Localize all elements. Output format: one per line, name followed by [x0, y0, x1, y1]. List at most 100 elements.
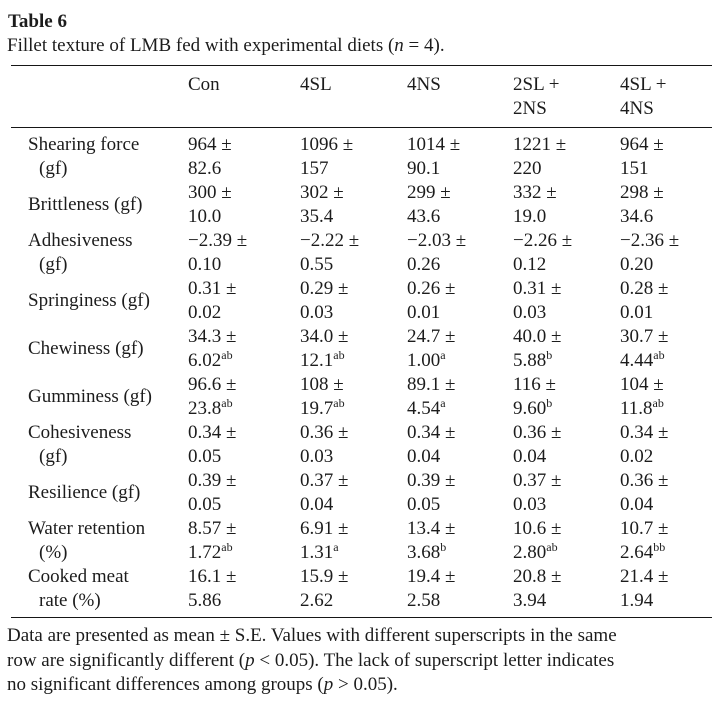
se-value: 34.6 — [620, 205, 712, 229]
mean-value: 302 ± — [300, 182, 344, 203]
value-cell: 1096 ± 157 — [300, 133, 407, 181]
se-value: 0.03 — [300, 445, 407, 469]
value-cell: 6.91 ±1.31a — [300, 517, 407, 565]
table-footnote: Data are presented as mean ± S.E. Values… — [7, 624, 716, 698]
value-cell: 964 ± 151 — [620, 133, 712, 181]
mean-value: 332 ± — [513, 182, 557, 203]
se-number: 1.00 — [407, 350, 441, 371]
value-cell: 0.29 ± 0.03 — [300, 277, 407, 325]
se-number: 0.01 — [620, 302, 654, 323]
se-value: 0.20 — [620, 253, 712, 277]
value-cell: 13.4 ±3.68b — [407, 517, 513, 565]
table-body: Shearing force (gf) 964 ± 82.6 1096 ± 157 1014… — [11, 128, 712, 618]
se-number: 151 — [620, 158, 649, 179]
value-cell: 34.3 ±6.02ab — [188, 325, 300, 373]
column-header-line2 — [188, 97, 300, 121]
value-cell: 0.28 ± 0.01 — [620, 277, 712, 325]
se-value: 0.01 — [407, 301, 513, 325]
value-cell: 8.57 ±1.72ab — [188, 517, 300, 565]
significance-superscript: ab — [333, 396, 345, 410]
mean-value: 300 ± — [188, 182, 232, 203]
value-cell: 298 ± 34.6 — [620, 181, 712, 229]
se-value: 1.94 — [620, 589, 712, 613]
se-number: 2.64 — [620, 542, 654, 563]
caption-n-variable: n — [394, 35, 404, 56]
se-value: 0.03 — [513, 301, 620, 325]
mean-value: 40.0 ± — [513, 326, 562, 347]
mean-value: 24.7 ± — [407, 326, 456, 347]
mean-value: 96.6 ± — [188, 374, 237, 395]
se-value: 0.05 — [188, 445, 300, 469]
row-label-cell: Cohesiveness (gf) — [11, 421, 188, 469]
value-cell: 15.9 ± 2.62 — [300, 565, 407, 613]
column-header-line1: 4NS — [407, 74, 441, 95]
value-cell: 34.0 ±12.1ab — [300, 325, 407, 373]
significance-superscript: b — [546, 396, 553, 410]
se-number: 0.12 — [513, 254, 547, 275]
se-value: 220 — [513, 157, 620, 181]
se-value: 0.55 — [300, 253, 407, 277]
se-number: 9.60 — [513, 398, 547, 419]
significance-superscript: b — [440, 540, 447, 554]
mean-value: 0.29 ± — [300, 278, 349, 299]
significance-superscript: ab — [221, 348, 233, 362]
value-cell: 1014 ± 90.1 — [407, 133, 513, 181]
value-cell: 299 ± 43.6 — [407, 181, 513, 229]
se-value: 0.04 — [620, 493, 712, 517]
value-cell: 964 ± 82.6 — [188, 133, 300, 181]
value-cell: 40.0 ±5.88b — [513, 325, 620, 373]
column-header-4sl-4ns: 4SL + 4NS — [620, 73, 712, 121]
table-caption: Fillet texture of LMB fed with experimen… — [7, 34, 716, 58]
mean-value: 0.39 ± — [188, 470, 237, 491]
mean-value: 964 ± — [188, 134, 232, 155]
footnote-p-variable: p — [323, 674, 334, 695]
column-header-line2: 2NS — [513, 98, 547, 119]
se-number: 90.1 — [407, 158, 441, 179]
se-value: 0.04 — [513, 445, 620, 469]
mean-value: 0.26 ± — [407, 278, 456, 299]
significance-superscript: bb — [653, 540, 666, 554]
mean-value: 964 ± — [620, 134, 664, 155]
value-cell: −2.22 ± 0.55 — [300, 229, 407, 277]
se-number: 0.05 — [188, 446, 222, 467]
value-cell: 0.34 ± 0.04 — [407, 421, 513, 469]
se-number: 4.44 — [620, 350, 654, 371]
mean-value: 0.28 ± — [620, 278, 669, 299]
se-number: 0.02 — [188, 302, 222, 323]
se-value: 10.0 — [188, 205, 300, 229]
value-cell: −2.03 ± 0.26 — [407, 229, 513, 277]
se-value: 0.12 — [513, 253, 620, 277]
mean-value: 15.9 ± — [300, 566, 349, 587]
row-label-line2: (gf) — [39, 254, 68, 275]
mean-value: 0.34 ± — [407, 422, 456, 443]
se-value: 2.80ab — [513, 541, 620, 565]
se-value: 0.10 — [188, 253, 300, 277]
column-header-line1: 2SL + — [513, 74, 560, 95]
se-number: 0.04 — [620, 494, 654, 515]
value-cell: 0.36 ± 0.04 — [513, 421, 620, 469]
row-label-line1: Adhesiveness — [28, 230, 133, 251]
mean-value: 0.34 ± — [188, 422, 237, 443]
column-header-line1: 4SL + — [620, 74, 667, 95]
column-header-line1: 4SL — [300, 74, 332, 95]
mean-value: 0.31 ± — [513, 278, 562, 299]
mean-value: −2.26 ± — [513, 230, 573, 251]
se-number: 0.02 — [620, 446, 654, 467]
column-header-4sl: 4SL — [300, 73, 407, 121]
se-number: 3.94 — [513, 590, 547, 611]
value-cell: 16.1 ± 5.86 — [188, 565, 300, 613]
mean-value: 0.37 ± — [300, 470, 349, 491]
mean-value: 10.7 ± — [620, 518, 669, 539]
mean-value: 13.4 ± — [407, 518, 456, 539]
footnote-line-3: no significant differences among groups … — [7, 673, 716, 698]
se-value: 0.05 — [188, 493, 300, 517]
row-label-cell: Springiness (gf) — [11, 289, 188, 313]
se-value: 1.31a — [300, 541, 407, 565]
caption-text-pre: Fillet texture of LMB fed with experimen… — [7, 35, 395, 56]
se-number: 34.6 — [620, 206, 654, 227]
row-label-cell: Brittleness (gf) — [11, 193, 188, 217]
mean-value: 19.4 ± — [407, 566, 456, 587]
se-number: 0.03 — [300, 446, 334, 467]
footnote-line3-pre: no significant differences among groups … — [7, 674, 324, 695]
se-value: 12.1ab — [300, 349, 407, 373]
